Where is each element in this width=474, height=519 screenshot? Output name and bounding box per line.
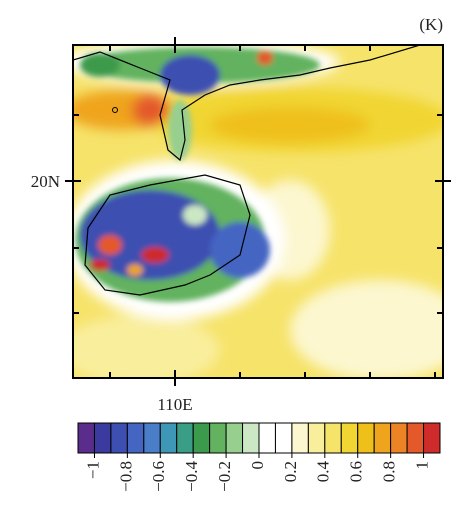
colorbar-box [390, 422, 408, 454]
colorbar-box [274, 422, 293, 454]
colorbar-box [77, 422, 95, 454]
colorbar-box [373, 422, 392, 454]
unit-label: (K) [419, 15, 443, 34]
colorbar-tick-label: 0.6 [347, 461, 366, 482]
colorbar-box [307, 422, 326, 454]
colorbar-tick-label: −0.8 [116, 461, 135, 492]
colorbar-box [340, 422, 359, 454]
colorbar-box [291, 422, 309, 454]
colorbar-tick-label: 0.8 [380, 461, 399, 482]
lat-label: 20N [31, 172, 60, 191]
colorbar-box [324, 422, 342, 454]
colorbar-box [423, 422, 441, 454]
colorbar-box [225, 422, 244, 454]
colorbar-box [192, 422, 211, 454]
colorbar-box [93, 422, 112, 454]
colorbar-tick-label: −0.2 [215, 461, 234, 492]
colorbar-box [357, 422, 375, 454]
colorbar-box [126, 422, 145, 454]
colorbar-tick-label: −0.4 [182, 461, 201, 492]
colorbar-box [209, 422, 227, 454]
map-frame [72, 44, 444, 379]
lon-label: 110E [157, 395, 192, 414]
colorbar-box [159, 422, 178, 454]
colorbar-box [176, 422, 194, 454]
colorbar-tick-label: −1 [83, 461, 102, 479]
colorbar-tick-label: −0.6 [149, 461, 168, 492]
colorbar-tick-label: 0.4 [314, 461, 333, 483]
colorbar-tick-label: 0.2 [281, 461, 300, 482]
colorbar-box [242, 422, 260, 454]
frame-ticks [65, 37, 451, 386]
colorbar-tick-label: 1 [412, 461, 431, 470]
colorbar-tick-label: 0 [248, 461, 267, 470]
map-field [73, 45, 443, 378]
colorbar-box [258, 422, 276, 454]
colorbar-box [110, 422, 128, 454]
colorbar-box [406, 422, 425, 454]
colorbar-box [143, 422, 161, 454]
colorbar: −1 −0.8 −0.6 −0.4 −0.2 0 0.2 0.4 0.6 0.8 1 [77, 422, 441, 492]
